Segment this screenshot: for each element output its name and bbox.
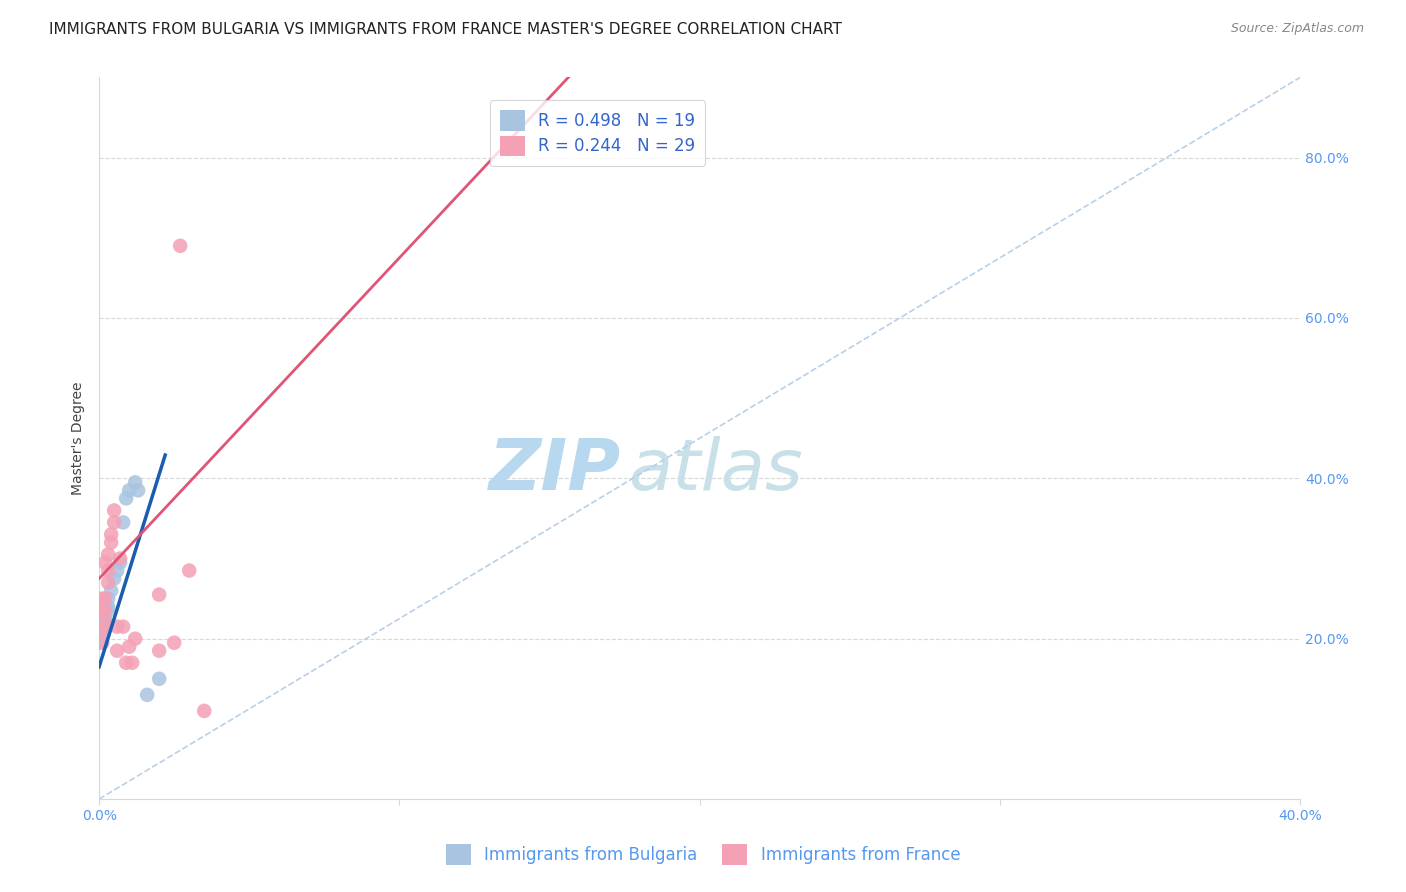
Point [94,615,117,630]
Point [100,583,122,598]
Point [94,615,117,630]
Point [97,591,120,606]
Text: IMMIGRANTS FROM BULGARIA VS IMMIGRANTS FROM FRANCE MASTER'S DEGREE CORRELATION C: IMMIGRANTS FROM BULGARIA VS IMMIGRANTS F… [49,22,842,37]
Point [148,588,170,602]
Point [94,604,117,618]
Point [91,636,114,650]
Point [100,527,122,541]
Point [103,516,125,530]
Point [127,483,149,498]
Point [112,516,135,530]
Point [136,688,159,702]
Point [105,620,128,634]
Y-axis label: Master's Degree: Master's Degree [72,382,86,495]
Point [169,239,191,253]
Legend: Immigrants from Bulgaria, Immigrants from France: Immigrants from Bulgaria, Immigrants fro… [436,834,970,875]
Text: Source: ZipAtlas.com: Source: ZipAtlas.com [1230,22,1364,36]
Point [124,475,146,490]
Point [118,640,141,654]
Point [97,548,120,562]
Point [108,556,131,570]
Point [108,551,131,566]
Point [97,604,120,618]
Point [118,483,141,498]
Point [97,564,120,578]
Point [100,535,122,549]
Point [94,612,117,626]
Point [112,620,135,634]
Point [97,599,120,614]
Text: ZIP: ZIP [489,436,621,505]
Point [103,572,125,586]
Point [121,656,143,670]
Point [148,644,170,658]
Point [94,556,117,570]
Point [148,672,170,686]
Point [193,704,215,718]
Point [97,575,120,590]
Point [91,628,114,642]
Point [115,491,138,506]
Point [163,636,186,650]
Point [103,503,125,517]
Point [91,604,114,618]
Point [124,632,146,646]
Legend: R = 0.498   N = 19, R = 0.244   N = 29: R = 0.498 N = 19, R = 0.244 N = 29 [489,100,706,166]
Point [94,620,117,634]
Point [91,624,114,638]
Text: atlas: atlas [627,436,803,505]
Point [91,636,114,650]
Point [105,564,128,578]
Point [179,564,201,578]
Point [94,591,117,606]
Point [91,591,114,606]
Point [115,656,138,670]
Point [105,644,128,658]
